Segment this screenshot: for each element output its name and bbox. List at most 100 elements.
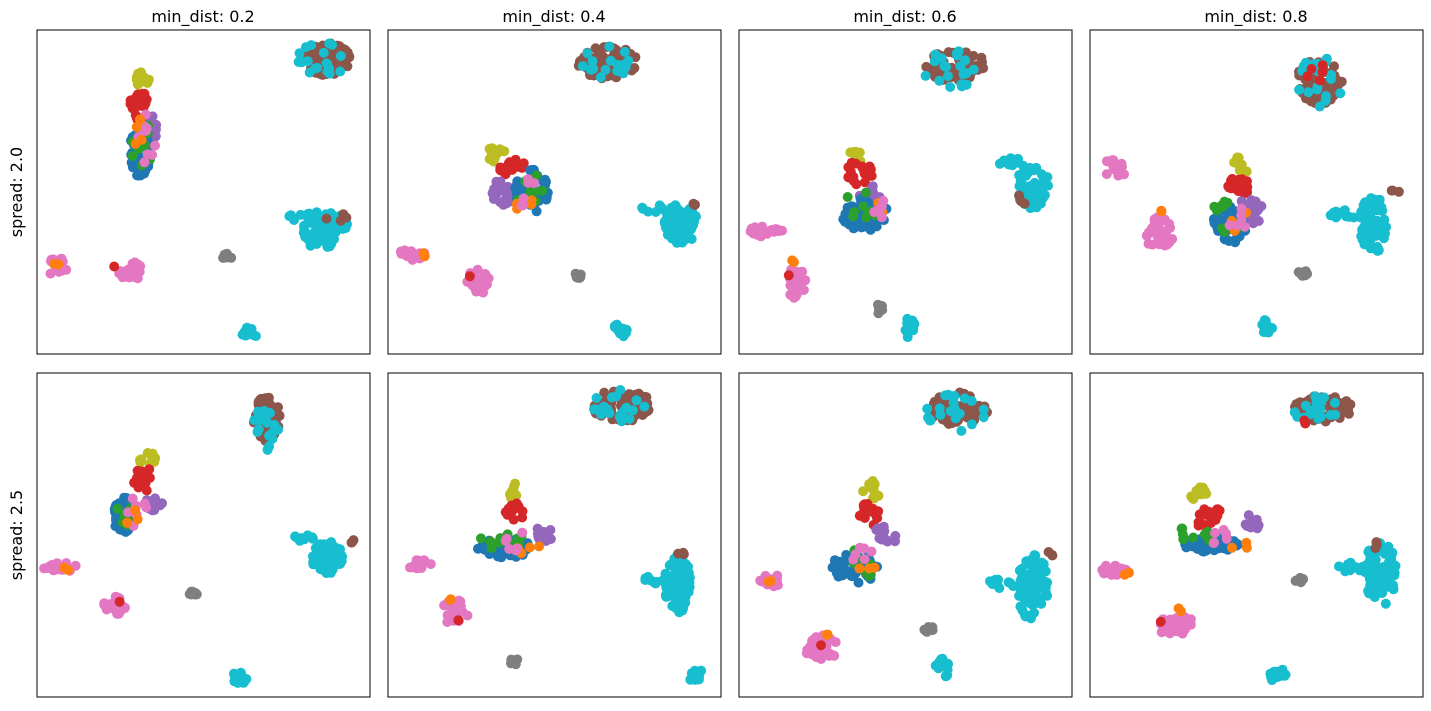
scatter-point-cyan (245, 327, 256, 338)
axes-frame (36, 372, 371, 698)
scatter-point-cyan (311, 550, 322, 561)
scatter-point-cyan (643, 206, 654, 217)
scatter-point-cyan (612, 321, 623, 332)
scatter-point-purple (1243, 510, 1254, 521)
scatter-point-green (127, 151, 138, 161)
scatter-point-gray (1302, 268, 1313, 279)
scatter-point-cyan (686, 674, 697, 685)
scatter-point-red (1302, 71, 1313, 82)
scatter-point-red (508, 514, 519, 525)
scatter-point-green (1178, 532, 1189, 543)
scatter-point-red (1223, 181, 1234, 192)
scatter-point-pink (869, 207, 880, 218)
scatter-point-orange (132, 514, 143, 525)
col-title-min-dist-0-6: min_dist: 0.6 (853, 7, 956, 27)
scatter-point-cyan (1358, 200, 1369, 211)
scatter-point-cyan (253, 424, 264, 435)
scatter-point-cyan (1013, 153, 1023, 164)
scatter-point-cyan (1029, 558, 1040, 569)
scatter-points (755, 387, 1058, 682)
scatter-point-gray (220, 251, 231, 262)
scatter-point-pink (1141, 230, 1152, 241)
scatter-point-cyan (587, 56, 598, 67)
scatter-point-pink (876, 201, 887, 212)
scatter-point-cyan (1040, 582, 1051, 593)
scatter-point-cyan (604, 41, 615, 52)
scatter-point-cyan (1377, 575, 1387, 586)
scatter-points (1097, 391, 1401, 686)
scatter-point-brown (346, 537, 357, 548)
scatter-point-red (517, 506, 528, 517)
scatter-point-olive (488, 144, 499, 155)
scatter-point-olive (1195, 482, 1205, 493)
scatter-point-green (1188, 532, 1199, 543)
scatter-point-cyan (643, 571, 653, 582)
scatter-point-brown (943, 47, 954, 58)
scatter-point-green (1211, 205, 1222, 216)
scatter-point-brown (1046, 549, 1057, 560)
scatter-point-cyan (605, 55, 616, 66)
scatter-point-red (857, 162, 868, 173)
scatter-point-red (125, 98, 136, 109)
scatter-point-blue (841, 549, 852, 560)
scatter-point-cyan (677, 600, 688, 611)
scatter-point-pink (517, 527, 528, 538)
scatter-point-green (112, 503, 123, 514)
scatter-point-orange (1227, 542, 1237, 553)
scatter-point-pink (1171, 626, 1182, 637)
scatter-point-red (1314, 75, 1325, 86)
scatter-point-cyan (683, 219, 694, 230)
scatter-point-orange (135, 114, 145, 125)
scatter-point-cyan (335, 66, 346, 77)
scatter-point-cyan (1015, 601, 1026, 612)
scatter-point-cyan (577, 61, 588, 72)
scatter-point-orange (864, 563, 875, 574)
scatter-point-green (849, 207, 860, 218)
scatter-point-cyan (1294, 84, 1305, 95)
scatter-point-pink (850, 549, 861, 560)
scatter-point-pink (859, 554, 870, 565)
scatter-point-brown (343, 52, 354, 63)
scatter-point-cyan (662, 229, 673, 240)
axes-frame (738, 372, 1073, 698)
scatter-point-cyan (586, 64, 597, 75)
scatter-point-cyan (621, 324, 632, 335)
scatter-point-pink (107, 603, 118, 614)
scatter-point-pink (811, 632, 822, 643)
scatter-point-olive (858, 486, 869, 497)
scatter-point-cyan (302, 212, 313, 223)
axes-frame (36, 29, 371, 355)
scatter-point-red (143, 472, 154, 483)
scatter-point-cyan (1029, 595, 1040, 606)
scatter-point-pink (122, 270, 133, 281)
scatter-point-pink (767, 224, 778, 235)
scatter-point-olive (1232, 152, 1243, 163)
scatter-point-cyan (925, 415, 935, 426)
scatter-point-brown (678, 549, 689, 560)
scatter-point-cyan (935, 410, 946, 420)
scatter-point-cyan (1343, 211, 1354, 222)
scatter-point-red (134, 100, 145, 111)
col-title-min-dist-0-4: min_dist: 0.4 (502, 7, 605, 27)
scatter-point-olive (489, 153, 500, 163)
scatter-point-blue (1213, 213, 1224, 224)
scatter-point-pink (1159, 240, 1170, 251)
scatter-point-blue (531, 206, 542, 217)
scatter-point-green (486, 543, 497, 553)
scatter-point-pink (792, 266, 803, 277)
scatter-point-cyan (621, 402, 632, 413)
scatter-point-pink (1113, 170, 1124, 181)
scatter-point-brown (598, 51, 608, 62)
scatter-point-red (1204, 510, 1215, 520)
scatter-point-orange (534, 541, 545, 552)
scatter-point-cyan (686, 209, 697, 220)
scatter-point-pink (749, 222, 760, 233)
scatter-point-cyan (229, 676, 240, 687)
scatter-point-red (453, 615, 464, 626)
scatter-panel-7 (738, 372, 1073, 698)
scatter-point-cyan (660, 216, 671, 227)
scatter-point-cyan (940, 670, 951, 681)
scatter-point-cyan (673, 578, 684, 589)
scatter-point-blue (848, 223, 859, 234)
